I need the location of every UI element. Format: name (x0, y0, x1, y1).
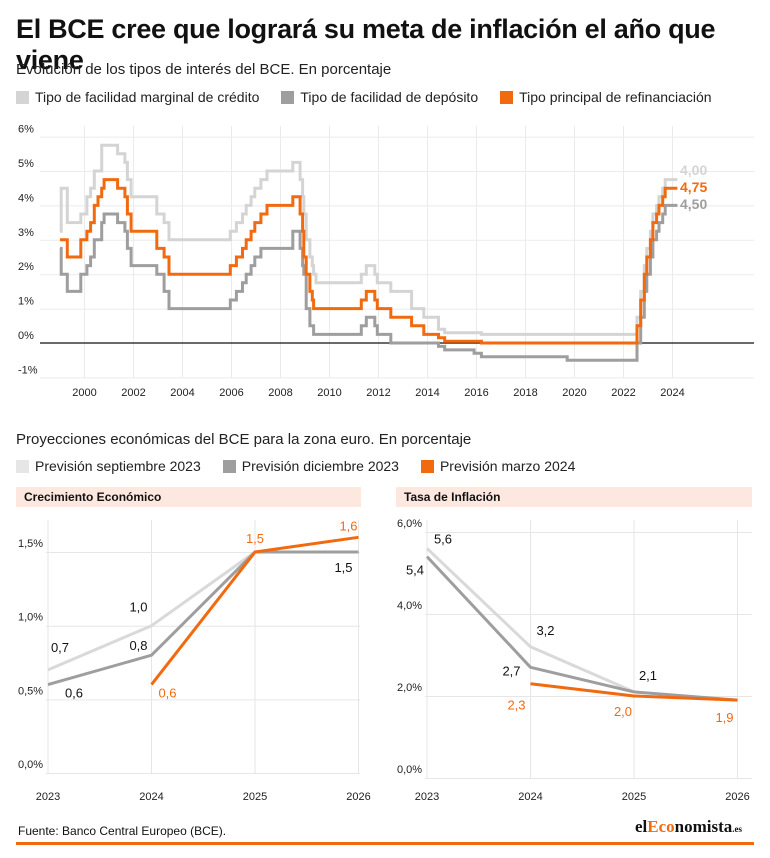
projection-line (47, 550, 256, 672)
data-label: 1,6 (339, 518, 357, 533)
deposit-rate-line (59, 203, 678, 362)
growth-panel-title: Crecimiento Económico (16, 487, 361, 507)
data-label: 2,7 (502, 663, 520, 678)
y-tick-label: 1% (18, 296, 34, 308)
data-label: 1,9 (715, 710, 733, 725)
inflation-panel-title: Tasa de Inflación (396, 487, 752, 507)
y-tick-label: 4,0% (397, 600, 422, 612)
data-label: 0,6 (65, 686, 83, 701)
x-tick-label: 2004 (170, 387, 194, 399)
y-tick-label: 1,5% (18, 538, 43, 550)
y-tick-label: 6% (18, 124, 34, 136)
x-tick-label: 2012 (366, 387, 390, 399)
source-note: Fuente: Banco Central Europeo (BCE). (18, 824, 227, 838)
x-tick-label: 2008 (268, 387, 292, 399)
projection-line (150, 535, 359, 686)
x-tick-label: 2024 (139, 791, 163, 803)
data-label: 5,6 (434, 531, 452, 546)
x-tick-label: 2024 (660, 387, 684, 399)
x-tick-label: 2025 (622, 791, 646, 803)
rates-subtitle: Evolución de los tipos de interés del BC… (16, 61, 392, 78)
legend-label: Tipo de facilidad de depósito (300, 89, 479, 105)
legend-label: Tipo principal de refinanciación (519, 89, 712, 105)
x-tick-label: 2000 (72, 387, 96, 399)
y-tick-label: 2% (18, 261, 34, 273)
x-tick-label: 2023 (36, 791, 60, 803)
data-label: 2,1 (639, 668, 657, 683)
legend-item-dec-2023: Previsión diciembre 2023 (222, 458, 399, 474)
data-label: 0,7 (51, 640, 69, 655)
projection-line (530, 682, 738, 702)
y-tick-label: 3% (18, 227, 34, 239)
legend-swatch (500, 90, 514, 104)
x-tick-label: 2026 (725, 791, 749, 803)
x-tick-label: 2016 (464, 387, 488, 399)
x-tick-label: 2014 (415, 387, 439, 399)
y-tick-label: 2,0% (397, 682, 422, 694)
x-tick-label: 2020 (562, 387, 586, 399)
x-tick-label: 2023 (415, 791, 439, 803)
data-label: 0,6 (158, 686, 176, 701)
y-tick-label: -1% (18, 364, 38, 376)
projection-line (425, 555, 738, 702)
data-label: 0,8 (129, 638, 147, 653)
y-tick-label: 1,0% (18, 612, 43, 624)
x-tick-label: 2022 (611, 387, 635, 399)
bottom-rule (16, 842, 754, 845)
x-tick-label: 2018 (513, 387, 537, 399)
y-tick-label: 5% (18, 158, 34, 170)
legend-swatch (281, 90, 295, 104)
y-tick-label: 6,0% (397, 518, 422, 530)
projection-line (47, 550, 359, 687)
data-label: 1,5 (246, 531, 264, 546)
legend-label: Previsión marzo 2024 (439, 458, 576, 474)
legend-label: Previsión diciembre 2023 (241, 458, 399, 474)
data-label: 1,5 (334, 560, 352, 575)
legend-swatch (16, 90, 29, 104)
legend-item-sep-2023: Previsión septiembre 2023 (16, 458, 201, 474)
legend-swatch (420, 459, 434, 473)
x-tick-label: 2025 (243, 791, 267, 803)
projections-legend: Previsión septiembre 2023 Previsión dici… (16, 458, 575, 474)
y-tick-label: 0,5% (18, 685, 43, 697)
legend-label: Previsión septiembre 2023 (35, 458, 201, 474)
publisher-logo: elEconomista.es (634, 817, 742, 836)
series-end-label: 4,00 (680, 162, 707, 178)
x-tick-label: 2010 (317, 387, 341, 399)
legend-label: Tipo de facilidad marginal de crédito (35, 89, 260, 105)
projection-line (425, 547, 635, 694)
x-tick-label: 2024 (518, 791, 542, 803)
y-tick-label: 0,0% (397, 764, 422, 776)
legend-item-deposit: Tipo de facilidad de depósito (281, 89, 478, 105)
rates-legend: Tipo de facilidad marginal de crédito Ti… (16, 89, 712, 105)
y-tick-label: 0% (18, 330, 34, 342)
x-tick-label: 2026 (346, 791, 370, 803)
marginal-rate-line (59, 143, 678, 336)
refinancing-rate-line (60, 178, 678, 345)
legend-swatch (16, 459, 29, 473)
data-label: 1,0 (129, 600, 147, 615)
y-tick-label: 0,0% (18, 759, 43, 771)
legend-item-marginal: Tipo de facilidad marginal de crédito (16, 89, 259, 105)
x-tick-label: 2006 (219, 387, 243, 399)
series-end-label: 4,75 (680, 179, 707, 195)
data-label: 2,3 (507, 698, 525, 713)
legend-item-refinancing: Tipo principal de refinanciación (500, 89, 712, 105)
legend-item-mar-2024: Previsión marzo 2024 (420, 458, 576, 474)
series-end-label: 4,50 (680, 196, 707, 212)
data-label: 3,2 (536, 623, 554, 638)
data-label: 2,0 (614, 704, 632, 719)
projections-subtitle: Proyecciones económicas del BCE para la … (16, 431, 472, 448)
legend-swatch (222, 459, 236, 473)
page-title: El BCE cree que logrará su meta de infla… (16, 14, 716, 75)
x-tick-label: 2002 (121, 387, 145, 399)
data-label: 5,4 (406, 563, 424, 578)
y-tick-label: 4% (18, 192, 34, 204)
